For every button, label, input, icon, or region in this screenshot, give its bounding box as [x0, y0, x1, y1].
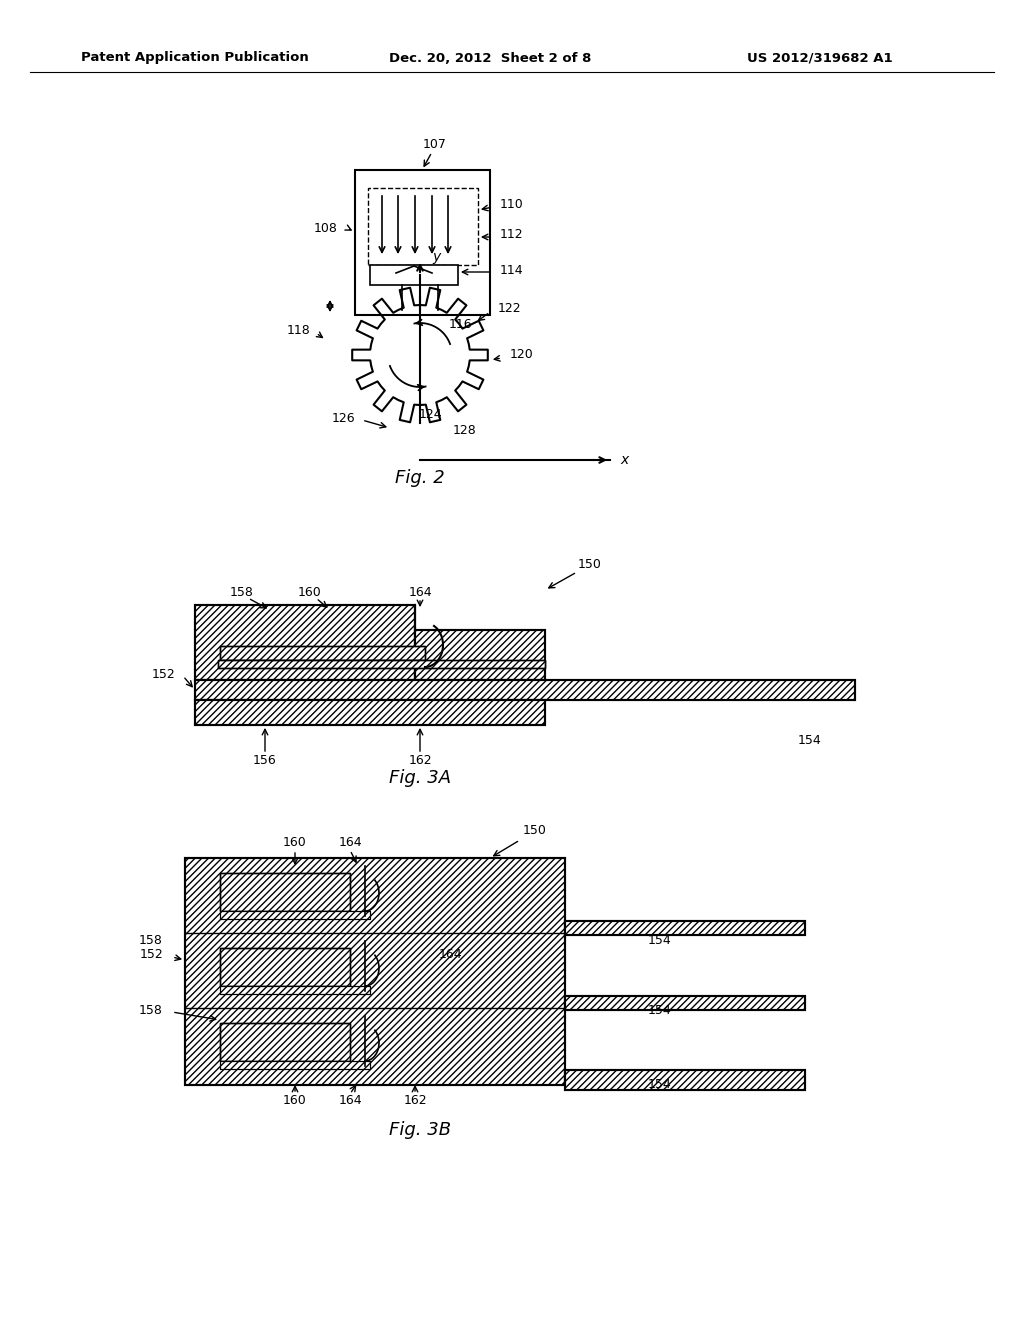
Text: Dec. 20, 2012  Sheet 2 of 8: Dec. 20, 2012 Sheet 2 of 8	[389, 51, 591, 65]
Text: 108: 108	[314, 222, 338, 235]
Bar	[368, 187, 478, 265]
Text: 112: 112	[500, 228, 523, 242]
Bar	[195, 700, 545, 725]
Bar	[195, 605, 415, 680]
Text: 120: 120	[510, 348, 534, 362]
Text: 156: 156	[253, 754, 276, 767]
Bar	[218, 660, 545, 668]
Bar	[565, 1071, 805, 1090]
Bar	[195, 680, 855, 700]
Bar	[220, 1023, 350, 1061]
Bar	[565, 997, 805, 1010]
Bar	[220, 948, 350, 986]
Text: 164: 164	[338, 1093, 361, 1106]
Text: 126: 126	[332, 412, 355, 425]
Bar	[565, 997, 805, 1010]
Bar	[185, 858, 565, 1085]
Text: 154: 154	[798, 734, 822, 747]
Text: 114: 114	[500, 264, 523, 276]
Bar	[565, 1071, 805, 1090]
Text: Patent Application Publication: Patent Application Publication	[81, 51, 309, 65]
Text: 122: 122	[498, 301, 521, 314]
Text: 160: 160	[298, 586, 322, 598]
Bar	[220, 986, 370, 994]
Bar	[220, 873, 350, 911]
Text: 162: 162	[409, 754, 432, 767]
Text: y: y	[432, 249, 440, 264]
Text: 158: 158	[230, 586, 254, 598]
Text: 152: 152	[139, 949, 163, 961]
Text: 124: 124	[418, 408, 441, 421]
Text: 160: 160	[283, 836, 307, 849]
Text: 152: 152	[152, 668, 175, 681]
Bar	[415, 630, 545, 680]
Bar	[220, 911, 370, 919]
Text: 128: 128	[454, 424, 477, 437]
Text: 162: 162	[403, 1093, 427, 1106]
Text: 154: 154	[648, 933, 672, 946]
Text: 164: 164	[409, 586, 432, 598]
Text: Fig. 3A: Fig. 3A	[389, 770, 451, 787]
Text: 154: 154	[648, 1078, 672, 1092]
Bar	[355, 170, 490, 315]
Bar	[220, 948, 350, 986]
Bar	[218, 660, 545, 668]
Text: 164: 164	[338, 836, 361, 849]
Text: 107: 107	[423, 139, 446, 152]
Text: 164: 164	[438, 949, 462, 961]
Text: 160: 160	[283, 1093, 307, 1106]
Text: 150: 150	[523, 824, 547, 837]
Text: Fig. 3B: Fig. 3B	[389, 1121, 451, 1139]
Text: 150: 150	[579, 558, 602, 572]
Bar	[565, 921, 805, 935]
Text: 154: 154	[648, 1003, 672, 1016]
Text: Fig. 2: Fig. 2	[395, 469, 444, 487]
Text: 158: 158	[139, 1003, 163, 1016]
Bar	[220, 645, 425, 660]
Bar	[220, 645, 425, 660]
Text: US 2012/319682 A1: US 2012/319682 A1	[748, 51, 893, 65]
Text: 116: 116	[449, 318, 472, 331]
Bar	[220, 1061, 370, 1069]
Bar	[185, 858, 565, 1085]
Bar	[415, 630, 545, 680]
Bar	[195, 700, 545, 725]
Bar	[220, 1061, 370, 1069]
Bar	[370, 265, 458, 285]
Bar	[565, 921, 805, 935]
Text: 118: 118	[287, 323, 310, 337]
Text: x: x	[620, 453, 629, 467]
Bar	[220, 986, 370, 994]
Bar	[195, 605, 415, 680]
Bar	[220, 873, 350, 911]
Bar	[220, 911, 370, 919]
Bar	[195, 680, 855, 700]
Bar	[220, 1023, 350, 1061]
Text: 110: 110	[500, 198, 523, 211]
Text: 158: 158	[139, 933, 163, 946]
